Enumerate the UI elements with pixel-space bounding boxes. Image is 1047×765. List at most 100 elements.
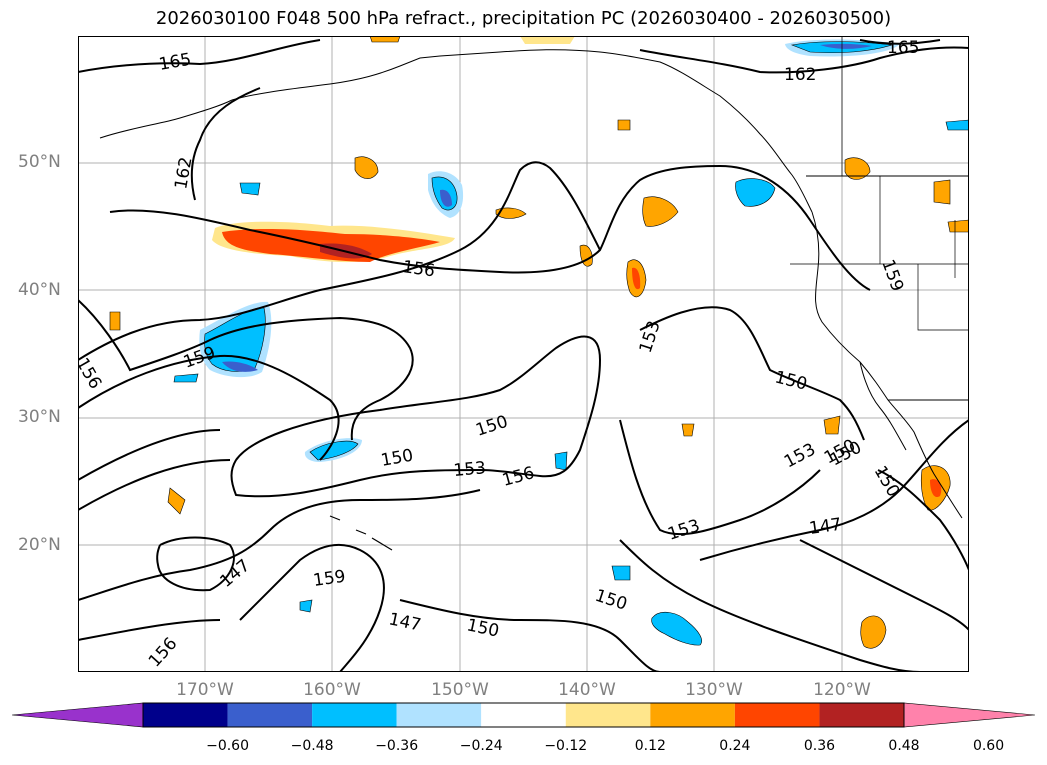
precip-pos-17	[823, 415, 841, 435]
precip-pos-8-core	[930, 479, 942, 498]
contour-150-se	[619, 539, 921, 672]
colorbar-segment	[312, 703, 397, 727]
contour-label: 165	[887, 38, 919, 58]
colorbar-tick-label: 0.60	[972, 738, 1005, 754]
precip-pos-3-core	[632, 267, 641, 290]
colorbar-extend-high	[903, 702, 1036, 728]
contour-147-east	[699, 419, 969, 561]
precip-neg-12	[299, 599, 313, 613]
colorbar-segment	[396, 703, 482, 727]
contour-156-sw	[78, 299, 414, 441]
colorbar-tick-label: −0.24	[459, 738, 503, 754]
colorbar-tick-label: 0.36	[803, 738, 836, 754]
contour-lat-band-3	[78, 619, 221, 641]
lon-label-160w: 160°W	[303, 680, 361, 700]
contour-label: 159	[312, 567, 347, 591]
colorbar-tick-label: −0.12	[544, 738, 588, 754]
colorbar-segment	[565, 703, 651, 727]
colorbar-tick-label: 0.48	[888, 738, 920, 754]
colorbar-tick-label: 0.24	[719, 738, 751, 754]
contour-165	[78, 39, 321, 73]
graticule	[78, 36, 969, 672]
contour-156-south	[78, 489, 481, 601]
map-border	[78, 36, 969, 672]
precip-pos-5	[495, 207, 527, 219]
precip-pos-9	[860, 615, 887, 649]
colorbar-segment	[143, 703, 228, 727]
lon-label-130w: 130°W	[685, 680, 743, 700]
precip-neg-1-max	[440, 189, 452, 207]
lat-label-50n: 50°N	[18, 152, 61, 172]
contour-label: 153	[453, 458, 487, 481]
contour-147-south	[156, 536, 235, 592]
colorbar-segment	[819, 703, 904, 727]
lat-label-30n: 30°N	[18, 407, 61, 427]
precip-neg-3	[173, 373, 199, 383]
precip-neg-2-max	[222, 361, 258, 372]
coastlines	[99, 36, 969, 551]
contour-lat-band-2	[78, 459, 231, 511]
contour-162-ne	[639, 46, 969, 74]
precip-neg-11	[554, 451, 568, 471]
contour-159-west	[78, 161, 601, 361]
precip-pos-11	[369, 36, 401, 43]
precip-neg-4-core	[309, 440, 359, 461]
precip-neg-10	[239, 182, 261, 196]
map-title: 2026030100 F048 500 hPa refract., precip…	[155, 8, 892, 29]
precip-pos-16	[681, 423, 695, 437]
lon-label-120w: 120°W	[813, 680, 871, 700]
colorbar-tick-label: 0.12	[634, 738, 666, 754]
precip-pos-15	[617, 119, 631, 131]
colorbar-tick-label: −0.60	[206, 738, 249, 754]
colorbar-tick-label: −0.36	[375, 738, 419, 754]
precip-pos-2	[642, 196, 679, 227]
lon-label-170w: 170°W	[176, 680, 234, 700]
precip-neg-8	[651, 611, 702, 646]
colorbar-segment	[227, 703, 313, 727]
colorbar-segment	[481, 703, 566, 727]
contour-159-south	[239, 543, 385, 672]
lat-label-20n: 20°N	[18, 535, 61, 555]
hawaii-islands	[329, 515, 393, 551]
contour-label: 156	[401, 257, 436, 281]
state-borders	[790, 36, 969, 331]
alaska-peninsula	[99, 99, 233, 139]
contour-150-south	[399, 599, 661, 672]
colorbar-segment	[734, 703, 820, 727]
colorbar-segment	[650, 703, 735, 727]
contour-lines	[78, 39, 969, 672]
precip-pos-7	[933, 179, 951, 205]
contour-165-ne	[859, 39, 941, 45]
lat-label-40n: 40°N	[18, 280, 61, 300]
lon-label-150w: 150°W	[431, 680, 489, 700]
colorbar	[11, 702, 1036, 728]
precip-pos-1	[354, 156, 379, 179]
colorbar-outline	[142, 702, 905, 728]
contour-150-far-se	[877, 469, 969, 571]
contour-label: 162	[784, 65, 816, 85]
colorbar-tick-label: −0.48	[290, 738, 334, 754]
contour-150-loop	[230, 335, 602, 498]
map-panel: 165 165 162 162 156 159 156 159 150 150 …	[78, 36, 969, 672]
alaska-coast	[231, 49, 813, 213]
precip-neg-7	[735, 178, 776, 207]
contour-156-main	[109, 164, 871, 291]
lon-label-140w: 140°W	[558, 680, 616, 700]
us-west-coast	[811, 211, 963, 519]
contour-label: 147	[808, 515, 843, 539]
contour-147-se	[799, 539, 969, 631]
colorbar-segments	[11, 702, 1036, 728]
colorbar-extend-low	[11, 702, 144, 728]
precip-pos-13	[167, 487, 186, 515]
baja-california	[859, 361, 907, 451]
precip-pos-12	[520, 36, 575, 44]
precip-shading	[109, 36, 969, 649]
precip-pos-10	[947, 219, 969, 233]
precip-neg-6	[945, 119, 969, 131]
precip-pos-14	[109, 311, 121, 331]
contour-153-south	[78, 354, 340, 461]
contour-153-east	[619, 419, 821, 536]
contour-162-west	[190, 87, 261, 201]
precip-neg-9	[611, 565, 631, 581]
contour-lat-band-1	[78, 429, 221, 481]
